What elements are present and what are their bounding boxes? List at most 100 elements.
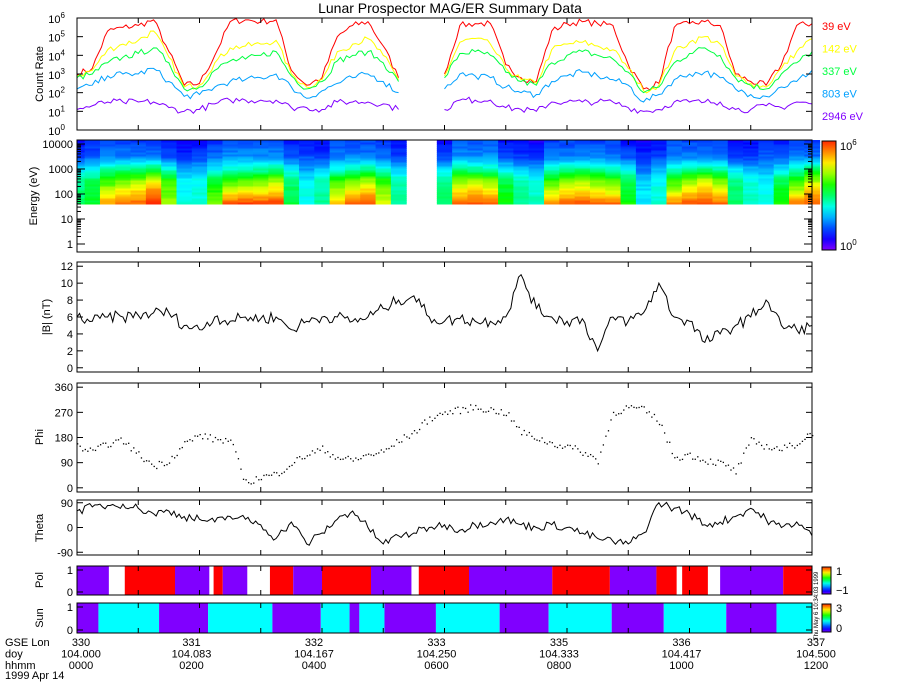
spectrogram-cell (436, 184, 453, 187)
spectrogram-cell (467, 154, 484, 157)
spectrogram-cell (344, 158, 361, 161)
spectrogram-cell (314, 150, 331, 153)
spectrogram-cell (544, 178, 560, 181)
spectrogram-cell (482, 182, 499, 185)
spectrogram-cell (452, 196, 468, 199)
spectrogram-cell (329, 150, 346, 153)
spectrogram-cell (222, 172, 239, 175)
spectrogram-cell (283, 148, 300, 151)
spectrogram-cell (605, 160, 622, 163)
spectrogram-cell (191, 182, 208, 185)
spectrogram-cell (513, 198, 530, 201)
spectrogram-cell (314, 186, 331, 189)
spectrogram-cell (222, 186, 239, 189)
spectrogram-cell (559, 160, 576, 163)
spectrogram-cell (620, 158, 637, 161)
spectrogram-cell (390, 202, 407, 205)
spectrogram-cell (161, 202, 178, 205)
spectrogram-cell (666, 174, 683, 177)
spectrogram-cell (314, 144, 331, 147)
spectrogram-cell (620, 166, 637, 169)
spectrogram-cell (697, 184, 713, 187)
spectrogram-cell (773, 144, 790, 147)
energy-y-tick-label: 10 (61, 214, 73, 226)
spectrogram-cell (191, 190, 208, 193)
spectrogram-cell (697, 142, 713, 145)
spectrogram-cell (758, 160, 775, 163)
spectrogram-cell (299, 194, 315, 197)
spectrogram-cell (191, 180, 208, 183)
spectrogram-cell (84, 190, 101, 193)
spectrogram-cell (758, 170, 775, 173)
spectrogram-cell (743, 180, 759, 183)
spectrogram-cell (712, 170, 729, 173)
spectrogram-cell (436, 180, 453, 183)
spectrogram-cell (712, 158, 729, 161)
series-label-1: 142 eV (822, 44, 858, 56)
spectrogram-cell (115, 196, 132, 199)
sun-segment (499, 603, 549, 633)
phi-point (620, 412, 622, 415)
theta-y-tick-label: -90 (57, 547, 73, 559)
spectrogram-cell (360, 200, 377, 203)
spectrogram-cell (620, 144, 637, 147)
spectrogram-cell (145, 190, 162, 193)
pol-ylabel: Pol (34, 572, 46, 588)
phi-point (263, 474, 265, 477)
spectrogram-cell (712, 196, 729, 199)
spectrogram-cell (513, 154, 530, 157)
phi-point (99, 444, 102, 446)
spectrogram-cell (344, 180, 361, 183)
spectrogram-cell (314, 160, 331, 163)
pol-y-tick-label: 1 (67, 565, 73, 577)
tick-exponent: 0 (61, 123, 66, 132)
spectrogram-cell (268, 182, 285, 185)
spectrogram-cell (743, 186, 759, 189)
spectrogram-cell (176, 188, 193, 191)
spectrogram-cell (130, 176, 147, 179)
phi-point (306, 455, 308, 457)
phi-point (186, 440, 189, 442)
spectrogram-cell (222, 170, 239, 173)
spectrogram-cell (727, 168, 744, 171)
spectrogram-cell (344, 152, 361, 155)
spectrogram-cell (467, 148, 484, 151)
spectrogram-cell (253, 162, 269, 165)
count-rate-line-0 (76, 17, 400, 87)
spectrogram-cell (482, 154, 499, 157)
spectrogram-cell (176, 200, 193, 203)
phi-point (755, 443, 758, 445)
spectrogram-cell (727, 142, 744, 145)
phi-point (140, 457, 143, 459)
spectrogram-cell (375, 200, 392, 203)
phi-point (699, 460, 702, 462)
spectrogram-cell (482, 178, 499, 181)
spectrogram-cell (344, 192, 361, 195)
spectrogram-cell (299, 164, 315, 167)
spectrogram-cell (436, 172, 453, 175)
spectrogram-cell (758, 146, 775, 149)
spectrogram-cell (375, 162, 392, 165)
spectrogram-cell (299, 176, 315, 179)
phi-point (388, 447, 390, 450)
spectrogram-cell (574, 164, 591, 167)
spectrogram-cell (513, 170, 530, 173)
spectrogram-cell (758, 144, 775, 147)
spectrogram-cell (130, 180, 147, 183)
spectrogram-cell (697, 152, 713, 155)
spectrogram-cell (635, 198, 652, 201)
phi-point (413, 430, 416, 432)
spectrogram-cell (360, 202, 377, 205)
spectrogram-cell (789, 188, 805, 191)
bmag-line (76, 273, 813, 353)
spectrogram-cell (436, 170, 453, 173)
spectrogram-cell (743, 170, 759, 173)
spectrogram-cell (666, 142, 683, 145)
spectrogram-cell (574, 162, 591, 165)
spectrogram-cell (191, 188, 208, 191)
phi-point (482, 411, 485, 413)
spectrogram-cell (84, 154, 101, 157)
spectrogram-cell (605, 174, 622, 177)
phi-point (641, 405, 643, 408)
phi-point (278, 474, 280, 477)
